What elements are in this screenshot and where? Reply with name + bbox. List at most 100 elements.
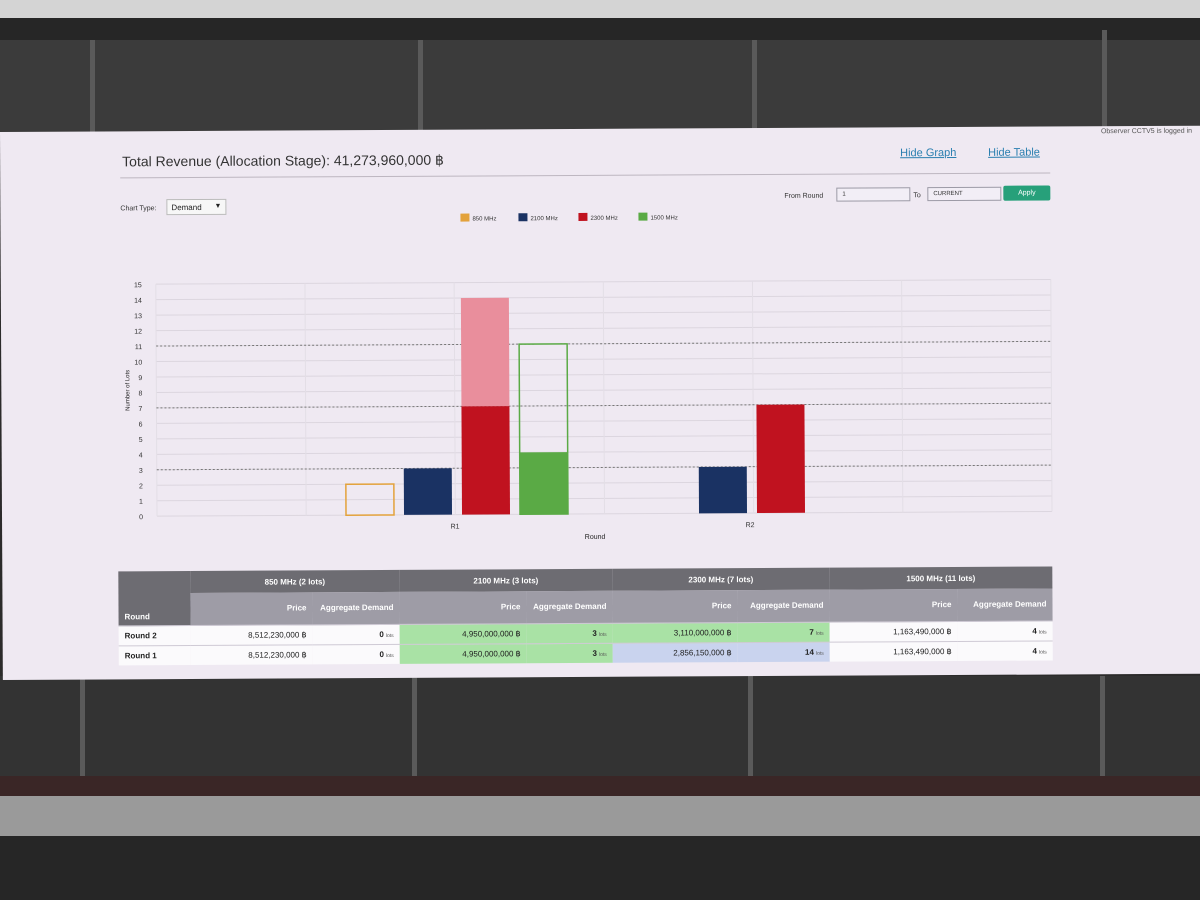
price-header: Price <box>829 588 958 623</box>
legend-swatch <box>638 212 648 221</box>
wall-seam <box>748 676 753 776</box>
wall-seam <box>412 676 417 776</box>
price-cell: 3,110,000,000 ฿ <box>612 622 738 644</box>
round-column-header: Round <box>118 571 191 626</box>
demand-value: 3 <box>592 628 597 638</box>
demand-bar <box>698 466 748 514</box>
supply-outline-bar <box>518 343 569 516</box>
title-divider <box>120 172 1051 179</box>
round-cell: Round 2 <box>118 625 191 646</box>
band-header-2100: 2100 MHz (3 lots) <box>399 568 613 592</box>
wall-seam <box>752 40 757 140</box>
legend-swatch <box>578 212 588 221</box>
lots-unit: lots <box>598 651 607 658</box>
grid-line <box>602 281 606 514</box>
y-tick-label: 6 <box>139 421 143 428</box>
y-tick-label: 15 <box>134 282 142 289</box>
demand-header: Aggregate Demand <box>312 591 400 625</box>
y-tick-label: 5 <box>139 437 143 444</box>
y-tick-label: 13 <box>134 313 142 320</box>
demand-value: 4 <box>1032 626 1037 636</box>
y-axis-label: Number of Lots <box>125 370 131 411</box>
price-header: Price <box>399 591 527 625</box>
results-table: Round 850 MHz (2 lots) 2100 MHz (3 lots)… <box>118 566 1053 666</box>
lots-unit: lots <box>385 632 394 639</box>
band-header-1500: 1500 MHz (11 lots) <box>829 566 1053 590</box>
demand-cell: 7 lots <box>737 622 830 643</box>
price-header: Price <box>190 592 313 626</box>
supply-reference-line <box>156 464 1052 471</box>
legend-label: 2300 MHz <box>590 216 617 222</box>
price-cell: 4,950,000,000 ฿ <box>399 623 527 645</box>
legend-label: 2100 MHz <box>530 216 557 222</box>
legend-swatch <box>460 213 470 222</box>
wall-seam <box>80 676 85 776</box>
supply-reference-line <box>156 402 1052 409</box>
grid-line <box>901 280 904 513</box>
demand-value: 7 <box>809 627 814 637</box>
hide-graph-link[interactable]: Hide Graph <box>900 146 957 160</box>
price-cell: 8,512,230,000 ฿ <box>190 644 313 666</box>
excess-demand-bar <box>460 297 510 407</box>
demand-cell: 3 lots <box>526 643 613 664</box>
demand-header: Aggregate Demand <box>526 590 613 624</box>
round-cell: Round 1 <box>118 645 191 666</box>
demand-value: 3 <box>592 648 597 658</box>
lots-unit: lots <box>1038 629 1047 636</box>
price-cell: 4,950,000,000 ฿ <box>399 643 527 664</box>
lots-unit: lots <box>1038 649 1047 656</box>
lots-unit: lots <box>815 650 824 657</box>
y-tick-label: 8 <box>138 391 142 398</box>
demand-cell: 4 lots <box>957 640 1053 661</box>
y-tick-label: 0 <box>139 514 143 521</box>
y-tick-label: 12 <box>134 329 142 336</box>
price-cell: 2,856,150,000 ฿ <box>612 642 738 663</box>
demand-cell: 0 lots <box>312 624 400 645</box>
y-tick-label: 14 <box>134 298 142 305</box>
grid-line <box>155 284 158 517</box>
demand-value: 4 <box>1032 646 1037 656</box>
demand-bar <box>461 406 511 515</box>
wall-seam <box>418 40 423 140</box>
y-tick-label: 2 <box>139 483 143 490</box>
lots-unit: lots <box>815 630 824 637</box>
x-tick-label: R2 <box>746 522 755 529</box>
table-row: Round 1 8,512,230,000 ฿ 0 lots 4,950,000,… <box>118 640 1053 666</box>
apply-button[interactable]: Apply <box>1003 185 1051 201</box>
price-cell: 1,163,490,000 ฿ <box>829 641 958 662</box>
x-tick-label: R1 <box>451 524 460 531</box>
y-tick-label: 1 <box>139 499 143 506</box>
demand-bar <box>403 468 453 515</box>
legend-label: 1500 MHz <box>650 215 677 221</box>
demand-bar <box>756 404 806 514</box>
y-tick-label: 9 <box>138 375 142 382</box>
wall-seam <box>90 40 95 140</box>
grid-line <box>751 281 755 514</box>
y-tick-label: 11 <box>135 344 142 351</box>
ceiling-shadow <box>0 18 1200 40</box>
projected-screen: Observer CCTV5 is logged in Total Revenu… <box>0 125 1200 680</box>
y-tick-label: 4 <box>139 452 143 459</box>
legend-swatch <box>518 213 528 222</box>
demand-value: 0 <box>379 629 384 640</box>
demand-value: 14 <box>805 647 814 657</box>
lots-unit: lots <box>385 652 394 659</box>
wall-seam <box>1100 676 1105 776</box>
hide-table-link[interactable]: Hide Table <box>988 146 1040 159</box>
desk-rail <box>0 796 1200 836</box>
price-header: Price <box>612 590 738 624</box>
grid-line <box>304 283 307 516</box>
from-round-label: From Round <box>784 192 824 200</box>
demand-header: Aggregate Demand <box>957 588 1053 622</box>
x-axis-label: Round <box>585 534 606 541</box>
y-tick-label: 10 <box>134 360 142 367</box>
supply-reference-line <box>156 340 1052 347</box>
to-round-input[interactable]: CURRENT <box>927 186 1002 202</box>
page-title: Total Revenue (Allocation Stage): 41,273… <box>122 151 444 170</box>
band-header-2300: 2300 MHz (7 lots) <box>612 567 830 591</box>
from-round-input[interactable]: 1 <box>836 187 911 202</box>
to-round-label: To <box>913 192 921 200</box>
chevron-down-icon: ▼ <box>214 202 222 210</box>
demand-bar <box>519 452 569 515</box>
price-cell: 8,512,230,000 ฿ <box>190 624 313 646</box>
